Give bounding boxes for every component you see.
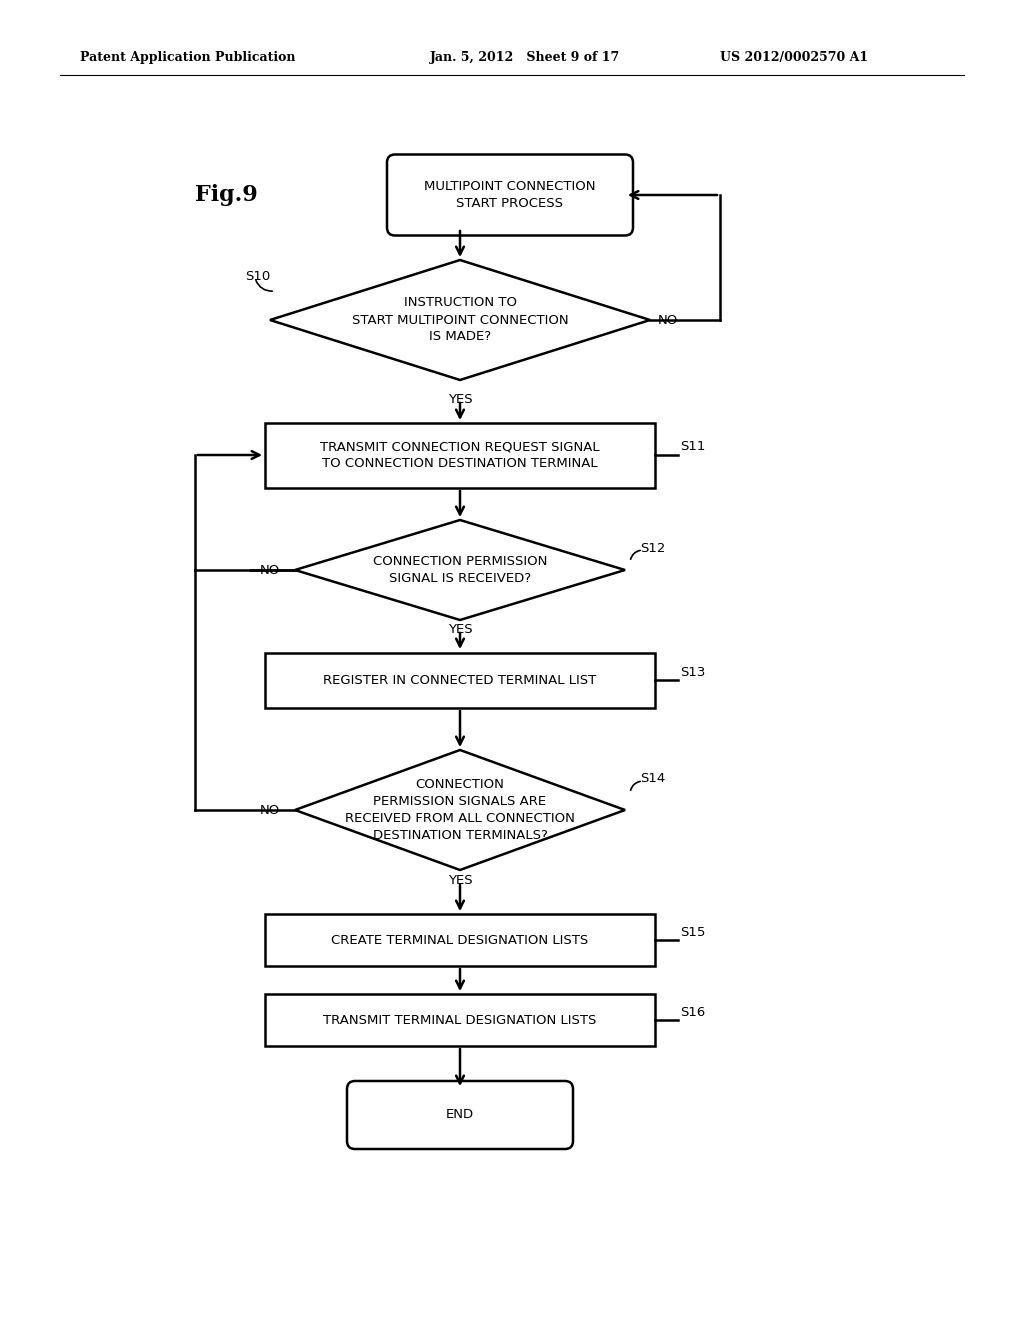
Bar	[265, 652, 655, 708]
Text: S13: S13	[680, 665, 706, 678]
Text: YES: YES	[447, 393, 472, 407]
Polygon shape	[295, 520, 625, 620]
Text: END: END	[445, 1109, 474, 1122]
Text: CREATE TERMINAL DESIGNATION LISTS: CREATE TERMINAL DESIGNATION LISTS	[332, 933, 589, 946]
Bar	[265, 913, 655, 966]
Text: INSTRUCTION TO
START MULTIPOINT CONNECTION
IS MADE?: INSTRUCTION TO START MULTIPOINT CONNECTI…	[351, 297, 568, 343]
Text: S14: S14	[640, 771, 666, 784]
Text: Fig.9: Fig.9	[195, 183, 258, 206]
Text: Jan. 5, 2012   Sheet 9 of 17: Jan. 5, 2012 Sheet 9 of 17	[430, 51, 621, 65]
Text: TRANSMIT CONNECTION REQUEST SIGNAL
TO CONNECTION DESTINATION TERMINAL: TRANSMIT CONNECTION REQUEST SIGNAL TO CO…	[321, 440, 600, 470]
Text: S10: S10	[245, 269, 270, 282]
Text: NO: NO	[658, 314, 678, 326]
Polygon shape	[270, 260, 650, 380]
Bar	[265, 994, 655, 1045]
Text: YES: YES	[447, 874, 472, 887]
Text: REGISTER IN CONNECTED TERMINAL LIST: REGISTER IN CONNECTED TERMINAL LIST	[324, 673, 597, 686]
Text: S12: S12	[640, 541, 666, 554]
Text: MULTIPOINT CONNECTION
START PROCESS: MULTIPOINT CONNECTION START PROCESS	[424, 180, 596, 210]
Text: NO: NO	[260, 564, 280, 577]
Text: YES: YES	[447, 623, 472, 636]
Text: S16: S16	[680, 1006, 706, 1019]
Bar	[265, 422, 655, 487]
Text: NO: NO	[260, 804, 280, 817]
Text: CONNECTION
PERMISSION SIGNALS ARE
RECEIVED FROM ALL CONNECTION
DESTINATION TERMI: CONNECTION PERMISSION SIGNALS ARE RECEIV…	[345, 777, 574, 842]
Text: S15: S15	[680, 925, 706, 939]
Text: CONNECTION PERMISSION
SIGNAL IS RECEIVED?: CONNECTION PERMISSION SIGNAL IS RECEIVED…	[373, 554, 547, 585]
FancyBboxPatch shape	[387, 154, 633, 235]
Text: TRANSMIT TERMINAL DESIGNATION LISTS: TRANSMIT TERMINAL DESIGNATION LISTS	[324, 1014, 597, 1027]
Polygon shape	[295, 750, 625, 870]
FancyBboxPatch shape	[347, 1081, 573, 1148]
Text: S11: S11	[680, 441, 706, 454]
Text: US 2012/0002570 A1: US 2012/0002570 A1	[720, 51, 868, 65]
Text: Patent Application Publication: Patent Application Publication	[80, 51, 296, 65]
